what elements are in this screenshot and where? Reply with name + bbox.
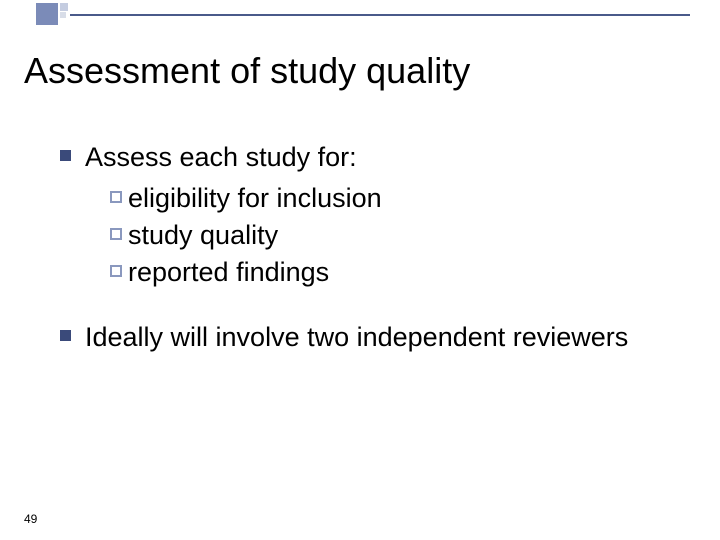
decoration-line — [70, 14, 690, 16]
header-decoration — [0, 0, 720, 28]
sub-bullet-item: eligibility for inclusion — [110, 181, 660, 216]
sub-bullet-item: reported findings — [110, 255, 660, 290]
decoration-square-small-1 — [60, 3, 68, 11]
sub-bullet-marker-icon — [110, 228, 122, 240]
sub-bullet-text: reported findings — [128, 255, 329, 290]
bullet-item: Ideally will involve two independent rev… — [60, 320, 660, 355]
sub-bullet-list: eligibility for inclusion study quality … — [110, 181, 660, 290]
decoration-square-large — [36, 3, 58, 25]
sub-bullet-marker-icon — [110, 191, 122, 203]
sub-bullet-marker-icon — [110, 265, 122, 277]
bullet-item: Assess each study for: — [60, 140, 660, 175]
sub-bullet-text: eligibility for inclusion — [128, 181, 382, 216]
slide-content: Assess each study for: eligibility for i… — [60, 140, 660, 361]
slide-title: Assessment of study quality — [24, 50, 470, 92]
bullet-marker-icon — [60, 150, 71, 161]
decoration-square-small-2 — [60, 12, 66, 18]
bullet-text: Ideally will involve two independent rev… — [85, 320, 628, 355]
bullet-text: Assess each study for: — [85, 140, 357, 175]
sub-bullet-text: study quality — [128, 218, 278, 253]
sub-bullet-item: study quality — [110, 218, 660, 253]
bullet-marker-icon — [60, 330, 71, 341]
page-number: 49 — [24, 512, 37, 526]
